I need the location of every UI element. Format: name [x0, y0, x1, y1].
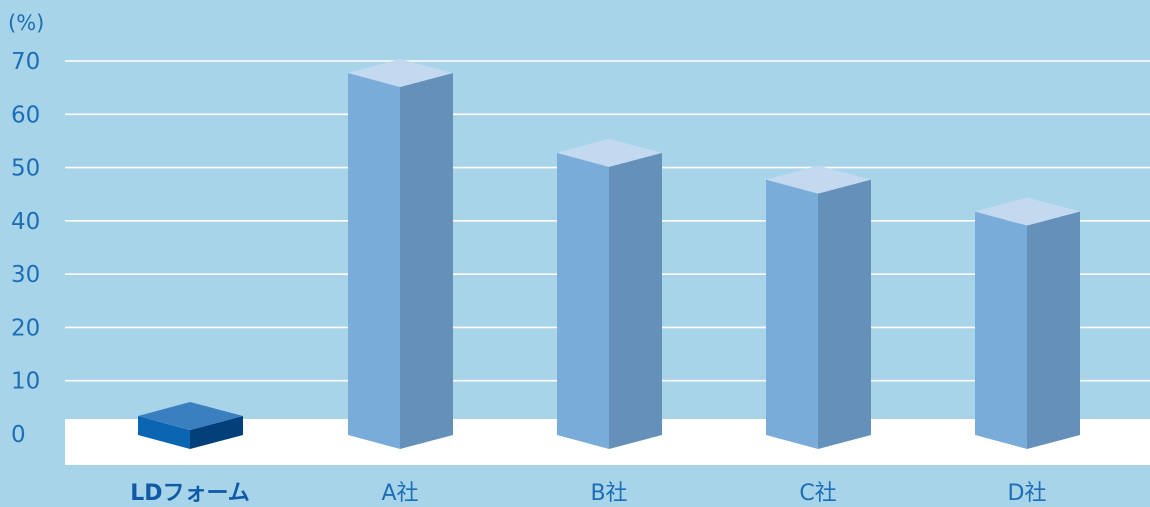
bar-2	[348, 59, 453, 449]
bar-front-face	[557, 152, 609, 449]
bar-top-face	[138, 402, 243, 431]
bar-top-face	[348, 59, 453, 87]
x-tick-label: D社	[1008, 481, 1047, 506]
x-tick-label: LDフォーム	[130, 481, 250, 506]
bar-side-face	[609, 152, 662, 449]
y-tick-label: 20	[11, 315, 40, 341]
bar-side-face	[190, 416, 243, 449]
y-tick-label: 60	[11, 102, 40, 128]
bar-side-face	[1027, 211, 1080, 449]
y-tick-label: 40	[11, 209, 40, 235]
bar-side-face	[818, 179, 871, 450]
bar-4	[766, 165, 871, 450]
bar-front-face	[348, 73, 400, 449]
bar-top-face	[557, 138, 662, 167]
x-tick-label: A社	[381, 481, 418, 506]
bar-top-face	[975, 197, 1080, 226]
y-tick-label: 0	[11, 422, 26, 448]
bar-side-face	[400, 73, 453, 449]
bar-front-face	[138, 416, 190, 449]
bar-top-face	[766, 165, 871, 194]
y-tick-label: 10	[11, 369, 40, 395]
bar-5	[975, 197, 1080, 449]
x-tick-label: B社	[590, 481, 627, 506]
y-tick-label: 30	[11, 262, 40, 288]
bar-3	[557, 138, 662, 449]
y-tick-label: 50	[11, 156, 40, 182]
bar-front-face	[975, 211, 1027, 449]
y-axis-unit-label: (%)	[8, 11, 44, 35]
x-tick-label: C社	[799, 481, 836, 506]
bar-1	[138, 402, 243, 449]
bar-front-face	[766, 179, 818, 450]
y-tick-label: 70	[11, 49, 40, 75]
